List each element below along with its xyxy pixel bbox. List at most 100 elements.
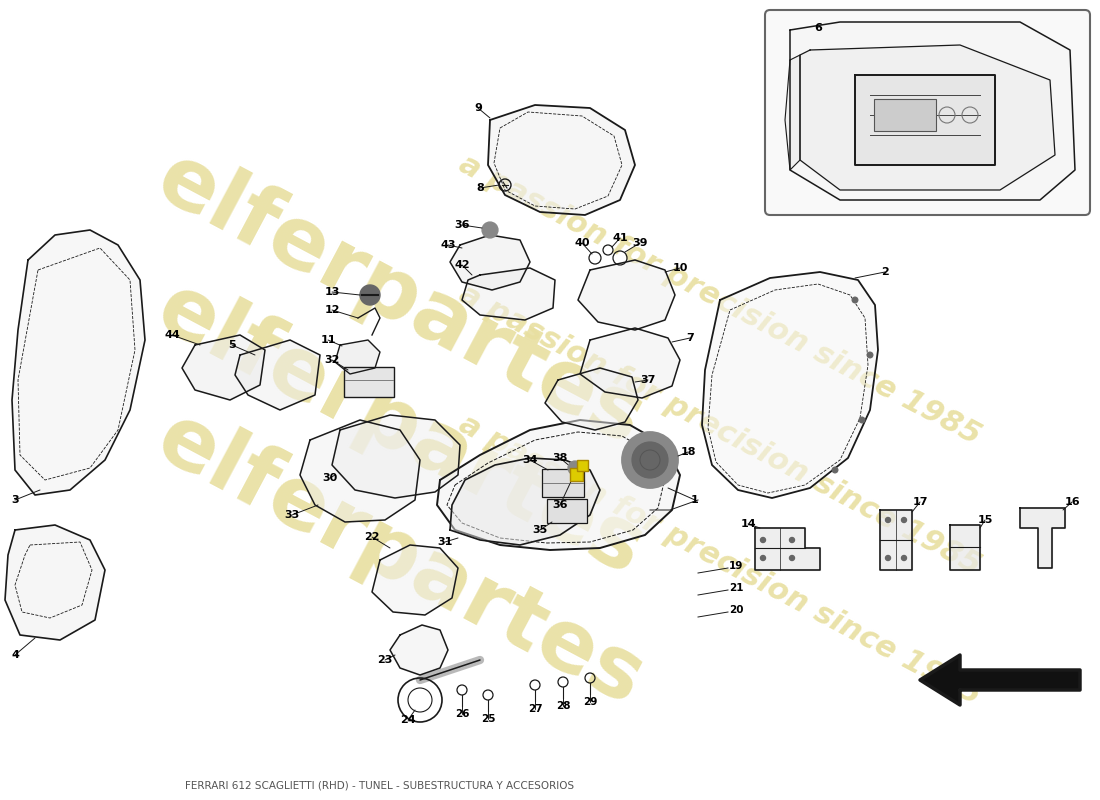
Polygon shape <box>950 525 980 570</box>
Text: 44: 44 <box>164 330 180 340</box>
Text: 22: 22 <box>364 532 380 542</box>
Polygon shape <box>390 625 448 675</box>
FancyBboxPatch shape <box>576 459 587 470</box>
Text: 39: 39 <box>632 238 648 248</box>
Text: 36: 36 <box>552 500 568 510</box>
Text: 8: 8 <box>476 183 484 193</box>
Polygon shape <box>450 458 600 545</box>
Circle shape <box>790 538 794 542</box>
Text: 27: 27 <box>528 704 542 714</box>
Polygon shape <box>544 368 638 430</box>
Text: 16: 16 <box>1064 497 1080 507</box>
Circle shape <box>632 442 668 478</box>
Circle shape <box>859 417 865 423</box>
Text: 30: 30 <box>322 473 338 483</box>
Text: 34: 34 <box>522 455 538 465</box>
Polygon shape <box>578 260 675 330</box>
Polygon shape <box>880 510 912 570</box>
Text: 20: 20 <box>728 605 744 615</box>
Text: elferpartes: elferpartes <box>142 397 658 723</box>
Circle shape <box>360 285 379 305</box>
Circle shape <box>482 222 498 238</box>
Polygon shape <box>580 328 680 398</box>
Polygon shape <box>372 545 458 615</box>
Text: 40: 40 <box>574 238 590 248</box>
Text: 5: 5 <box>228 340 235 350</box>
Polygon shape <box>785 55 800 170</box>
FancyBboxPatch shape <box>344 367 394 397</box>
Text: 28: 28 <box>556 701 570 711</box>
Polygon shape <box>488 105 635 215</box>
Circle shape <box>867 352 873 358</box>
Polygon shape <box>800 45 1055 190</box>
Text: FERRARI 612 SCAGLIETTI (RHD) - TUNEL - SUBESTRUCTURA Y ACCESORIOS: FERRARI 612 SCAGLIETTI (RHD) - TUNEL - S… <box>186 780 574 790</box>
Circle shape <box>832 467 838 473</box>
Polygon shape <box>336 340 380 374</box>
Text: 7: 7 <box>686 333 694 343</box>
Text: 9: 9 <box>474 103 482 113</box>
Text: 21: 21 <box>728 583 744 593</box>
Text: 1: 1 <box>691 495 698 505</box>
Text: 37: 37 <box>640 375 656 385</box>
Text: 15: 15 <box>977 515 992 525</box>
Text: 43: 43 <box>440 240 455 250</box>
Circle shape <box>760 555 766 561</box>
Text: 18: 18 <box>680 447 695 457</box>
Text: 10: 10 <box>672 263 688 273</box>
Polygon shape <box>702 272 878 498</box>
Text: 26: 26 <box>454 709 470 719</box>
Text: 17: 17 <box>912 497 927 507</box>
Text: 13: 13 <box>324 287 340 297</box>
FancyBboxPatch shape <box>764 10 1090 215</box>
Circle shape <box>621 432 678 488</box>
Polygon shape <box>300 420 420 522</box>
Circle shape <box>902 555 906 561</box>
Text: 3: 3 <box>11 495 19 505</box>
Text: 31: 31 <box>438 537 453 547</box>
Text: 19: 19 <box>729 561 744 571</box>
Text: 4: 4 <box>11 650 19 660</box>
Text: a passion for precision since 1985: a passion for precision since 1985 <box>454 279 986 581</box>
Polygon shape <box>332 415 460 498</box>
Text: 33: 33 <box>285 510 299 520</box>
FancyBboxPatch shape <box>570 467 583 481</box>
Text: 38: 38 <box>552 453 568 463</box>
Text: 6: 6 <box>814 23 822 33</box>
Text: 24: 24 <box>400 715 416 725</box>
Text: elferpartes: elferpartes <box>142 137 658 463</box>
Text: 42: 42 <box>454 260 470 270</box>
FancyBboxPatch shape <box>542 469 584 497</box>
Polygon shape <box>790 22 1075 200</box>
Polygon shape <box>1020 508 1065 568</box>
Polygon shape <box>855 75 996 165</box>
FancyBboxPatch shape <box>547 499 587 523</box>
Text: a passion for precision since 1985: a passion for precision since 1985 <box>454 410 986 710</box>
Text: 25: 25 <box>481 714 495 724</box>
Circle shape <box>852 297 858 303</box>
Circle shape <box>886 555 891 561</box>
Circle shape <box>886 518 891 522</box>
Text: 12: 12 <box>324 305 340 315</box>
Text: 41: 41 <box>613 233 628 243</box>
Circle shape <box>790 555 794 561</box>
Text: a passion for precision since 1985: a passion for precision since 1985 <box>454 150 986 450</box>
Circle shape <box>902 518 906 522</box>
Text: 35: 35 <box>532 525 548 535</box>
Text: elferpartes: elferpartes <box>142 266 658 594</box>
Polygon shape <box>182 335 265 400</box>
Text: 29: 29 <box>583 697 597 707</box>
Text: 36: 36 <box>454 220 470 230</box>
Polygon shape <box>462 268 556 320</box>
Text: 14: 14 <box>740 519 756 529</box>
Polygon shape <box>12 230 145 495</box>
Circle shape <box>760 538 766 542</box>
Polygon shape <box>450 235 530 290</box>
Polygon shape <box>235 340 320 410</box>
Polygon shape <box>437 420 680 550</box>
Text: 32: 32 <box>324 355 340 365</box>
Polygon shape <box>920 655 1080 705</box>
Text: 11: 11 <box>320 335 336 345</box>
Polygon shape <box>755 528 820 570</box>
Circle shape <box>568 461 582 475</box>
Text: 23: 23 <box>377 655 393 665</box>
